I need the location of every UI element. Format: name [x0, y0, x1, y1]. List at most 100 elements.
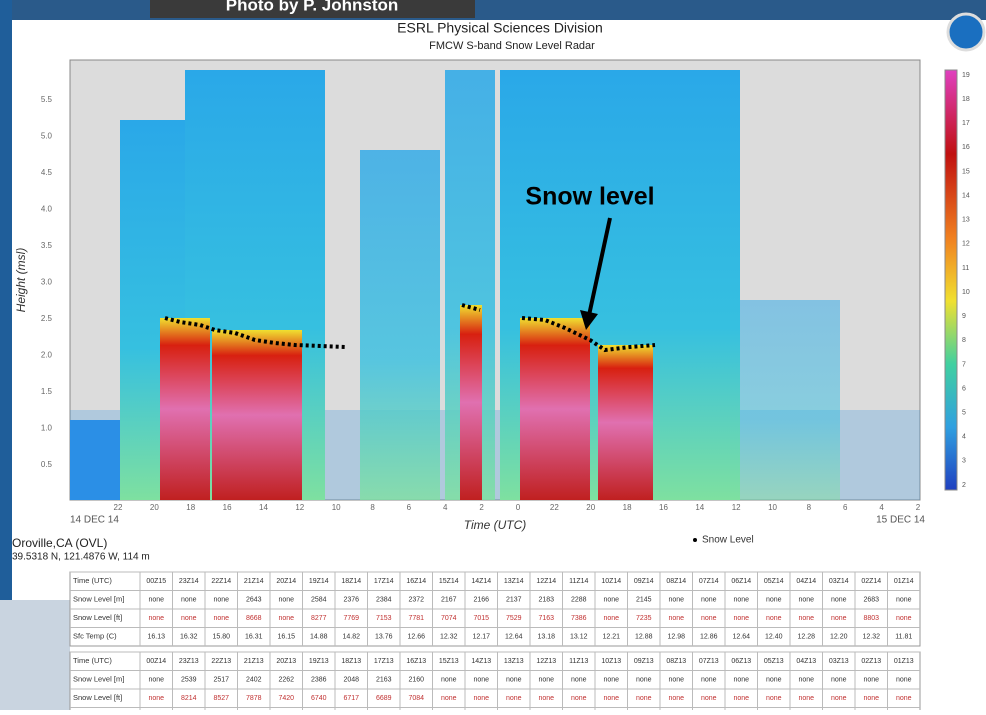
x-tick-label: 6	[407, 503, 412, 512]
table-cell: 04Z13	[796, 658, 816, 665]
site-location: 39.5318 N, 121.4876 W, 114 m	[12, 552, 150, 563]
table-cell: 11.81	[895, 634, 912, 641]
photo-credit: Photo by P. Johnston	[226, 0, 399, 14]
row-label: Snow Level [m]	[73, 595, 124, 604]
x-tick-label: 20	[586, 503, 595, 512]
y-axis-label: Height (msl)	[14, 248, 28, 313]
table-cell: 17Z14	[374, 578, 394, 585]
table-cell: none	[603, 677, 619, 684]
table-cell: 2372	[408, 597, 424, 604]
table-cell: 8803	[863, 615, 879, 622]
table-cell: none	[701, 695, 717, 702]
table-cell: 18Z14	[341, 578, 361, 585]
colorbar-label: 2	[962, 482, 966, 489]
table-cell: none	[538, 695, 554, 702]
table-cell: 2183	[538, 597, 554, 604]
table-cell: 12Z14	[536, 578, 556, 585]
table-cell: none	[798, 677, 814, 684]
table-cell: 7015	[473, 615, 489, 622]
x-tick-label: 14	[695, 503, 704, 512]
table-cell: 8214	[181, 695, 197, 702]
y-tick-label: 4.0	[41, 205, 53, 214]
table-cell: 01Z13	[894, 658, 914, 665]
table-cell: 09Z14	[634, 578, 654, 585]
table-cell: none	[278, 615, 294, 622]
table-cell: none	[668, 597, 684, 604]
x-tick-label: 16	[659, 503, 668, 512]
table-cell: none	[766, 695, 782, 702]
table-cell: none	[148, 597, 164, 604]
table-cell: 14.82	[342, 634, 360, 641]
x-tick-label: 2	[479, 503, 484, 512]
table-cell: none	[603, 695, 619, 702]
table-cell: 7769	[343, 615, 359, 622]
table-cell: 12.40	[765, 634, 783, 641]
table-cell: 06Z14	[731, 578, 751, 585]
table-cell: none	[148, 695, 164, 702]
x-tick-label: 6	[843, 503, 848, 512]
table-cell: none	[181, 615, 197, 622]
table-cell: none	[798, 597, 814, 604]
table-cell: 16.13	[147, 634, 165, 641]
table-cell: none	[441, 695, 457, 702]
table-cell: none	[213, 615, 229, 622]
table-cell: 12.64	[505, 634, 523, 641]
table-cell: 12.28	[797, 634, 815, 641]
table-cell: 12.98	[667, 634, 685, 641]
table-cell: 10Z13	[601, 658, 621, 665]
table-cell: 8527	[213, 695, 229, 702]
colorbar-label: 13	[962, 217, 970, 224]
table-cell: 7386	[571, 615, 587, 622]
table-cell: 7084	[408, 695, 424, 702]
table-cell: none	[766, 615, 782, 622]
table-cell: 2584	[311, 597, 327, 604]
table-cell: none	[668, 695, 684, 702]
table-cell: 00Z15	[146, 578, 166, 585]
table-cell: none	[506, 677, 522, 684]
table-cell: 03Z13	[829, 658, 849, 665]
table-cell: 2376	[343, 597, 359, 604]
x-tick-label: 14	[259, 503, 268, 512]
y-tick-label: 1.0	[41, 424, 53, 433]
table-cell: none	[831, 677, 847, 684]
table-cell: none	[668, 615, 684, 622]
row-label: Time (UTC)	[73, 656, 112, 665]
table-cell: none	[668, 677, 684, 684]
table-cell: 2166	[473, 597, 489, 604]
table-cell: 12.88	[635, 634, 653, 641]
table-cell: 14.88	[310, 634, 328, 641]
table-cell: 05Z14	[764, 578, 784, 585]
table-cell: 19Z14	[309, 578, 329, 585]
table-cell: 16.31	[245, 634, 263, 641]
row-label: Snow Level [ft]	[73, 613, 122, 622]
table-cell: 7878	[246, 695, 262, 702]
row-label: Time (UTC)	[73, 576, 112, 585]
table-cell: 10Z14	[601, 578, 621, 585]
table-cell: none	[766, 677, 782, 684]
table-cell: none	[863, 677, 879, 684]
colorbar-label: 4	[962, 434, 966, 441]
table-cell: 07Z13	[699, 658, 719, 665]
table-cell: none	[896, 695, 912, 702]
table-cell: 15.80	[212, 634, 230, 641]
table-cell: 22Z14	[211, 578, 231, 585]
x-tick-label: 12	[732, 503, 741, 512]
table-cell: 03Z14	[829, 578, 849, 585]
table-cell: 7163	[538, 615, 554, 622]
table-cell: 12.20	[830, 634, 848, 641]
table-cell: none	[896, 615, 912, 622]
y-tick-label: 5.0	[41, 132, 53, 141]
table-cell: 12.32	[862, 634, 880, 641]
table-cell: 08Z13	[666, 658, 686, 665]
table-cell: 04Z14	[796, 578, 816, 585]
table-cell: none	[603, 597, 619, 604]
x-tick-label: 10	[768, 503, 777, 512]
colorbar-label: 17	[962, 120, 970, 127]
table-cell: 8668	[246, 615, 262, 622]
colorbar-label: 18	[962, 96, 970, 103]
noaa-logo	[948, 14, 984, 50]
table-cell: 05Z13	[764, 658, 784, 665]
x-tick-label: 12	[295, 503, 304, 512]
table-cell: 13.18	[537, 634, 555, 641]
table-cell: none	[701, 677, 717, 684]
